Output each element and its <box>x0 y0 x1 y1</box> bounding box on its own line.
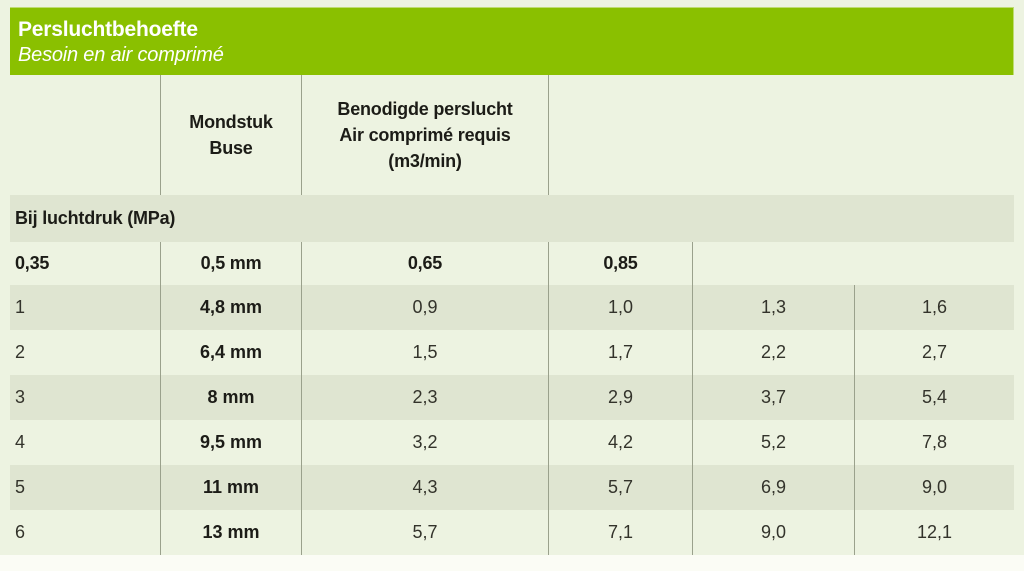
nozzle-size: 9,5 mm <box>161 420 302 465</box>
nozzle-size: 4,8 mm <box>161 285 302 330</box>
page-background <box>0 0 1024 555</box>
header-cell-empty <box>10 75 161 195</box>
table-row: 2 6,4 mm 1,5 1,7 2,2 2,7 <box>10 330 1014 375</box>
title-bar: Persluchtbehoefte Besoin en air comprimé <box>10 7 1014 75</box>
air-value-3: 5,2 <box>693 420 855 465</box>
header-air-line-unit: (m3/min) <box>388 151 462 171</box>
air-value-3: 3,7 <box>693 375 855 420</box>
section-row: Bij luchtdruk (MPa) <box>10 195 1014 242</box>
table-row: 6 13 mm 5,7 7,1 9,0 12,1 <box>10 510 1014 555</box>
nozzle-size: 0,5 mm <box>161 242 302 285</box>
header-nozzle-line-nl: Mondstuk <box>189 112 273 132</box>
air-value-1: 4,3 <box>302 465 549 510</box>
air-value-2: 1,7 <box>549 330 693 375</box>
air-value-4: 7,8 <box>921 432 948 452</box>
air-value-4: 1,6 <box>921 297 948 317</box>
section-label: Bij luchtdruk (MPa) <box>15 208 176 228</box>
pressure-value: 1 <box>10 285 161 330</box>
pressure-col-2: 0,85 <box>549 242 693 285</box>
nozzle-size: 8 mm <box>161 375 302 420</box>
page-subtitle: Besoin en air comprimé <box>18 43 224 66</box>
air-value-2: 5,7 <box>549 465 693 510</box>
table-header-row: Mondstuk Buse Benodigde perslucht Air co… <box>10 75 1014 195</box>
table-row: 5 11 mm 4,3 5,7 6,9 9,0 <box>10 465 1014 510</box>
air-value-4: 2,7 <box>921 342 948 362</box>
pressure-value: 3 <box>10 375 161 420</box>
table-row: 3 8 mm 2,3 2,9 3,7 5,4 <box>10 375 1014 420</box>
air-value-1: 5,7 <box>302 510 549 555</box>
pressure-value: 6 <box>10 510 161 555</box>
pressure-row-spacer <box>693 242 1014 285</box>
pressure-value: 2 <box>10 330 161 375</box>
nozzle-size: 13 mm <box>161 510 302 555</box>
header-cell-spacer <box>549 75 1014 195</box>
header-cell-nozzle: Mondstuk Buse <box>161 75 302 195</box>
air-value-3: 9,0 <box>693 510 855 555</box>
air-value-1: 0,9 <box>302 285 549 330</box>
air-value-3: 6,9 <box>693 465 855 510</box>
air-value-4: 9,0 <box>921 477 948 497</box>
air-value-3: 2,2 <box>693 330 855 375</box>
page-title: Persluchtbehoefte <box>18 17 198 41</box>
header-air-line-fr: Air comprimé requis <box>339 125 511 145</box>
pressure-value: 0,35 <box>10 242 161 285</box>
air-value-1: 3,2 <box>302 420 549 465</box>
air-value-2: 4,2 <box>549 420 693 465</box>
air-value-1: 2,3 <box>302 375 549 420</box>
table-row: 1 4,8 mm 0,9 1,0 1,3 1,6 <box>10 285 1014 330</box>
header-nozzle-line-fr: Buse <box>209 138 253 158</box>
air-value-4: 12,1 <box>916 522 953 542</box>
air-value-4: 5,4 <box>921 387 948 407</box>
air-value-2: 1,0 <box>549 285 693 330</box>
pressure-value: 5 <box>10 465 161 510</box>
compressed-air-table: Mondstuk Buse Benodigde perslucht Air co… <box>10 75 1014 555</box>
header-air-line-nl: Benodigde perslucht <box>337 99 513 119</box>
table-row: 4 9,5 mm 3,2 4,2 5,2 7,8 <box>10 420 1014 465</box>
pressure-header-row: 0,35 0,5 mm 0,65 0,85 <box>10 242 1014 285</box>
nozzle-size: 6,4 mm <box>161 330 302 375</box>
pressure-value: 4 <box>10 420 161 465</box>
header-cell-air-required: Benodigde perslucht Air comprimé requis … <box>302 75 549 195</box>
air-value-2: 2,9 <box>549 375 693 420</box>
air-value-2: 7,1 <box>549 510 693 555</box>
nozzle-size: 11 mm <box>161 465 302 510</box>
pressure-col-1: 0,65 <box>302 242 549 285</box>
air-value-1: 1,5 <box>302 330 549 375</box>
air-value-3: 1,3 <box>693 285 855 330</box>
